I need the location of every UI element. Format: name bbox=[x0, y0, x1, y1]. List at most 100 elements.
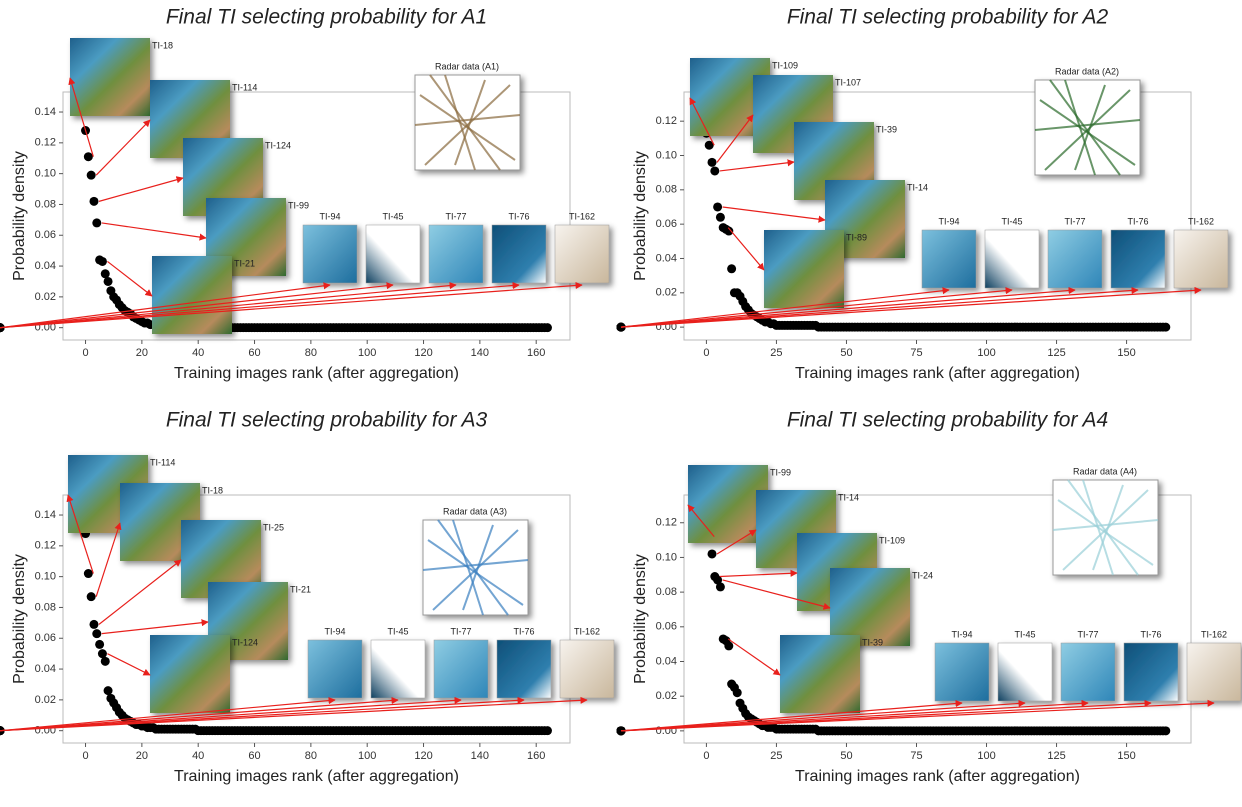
x-tick-label: 40 bbox=[192, 347, 204, 359]
thumbnail bbox=[150, 635, 230, 713]
arrow bbox=[95, 522, 122, 597]
arrow bbox=[101, 222, 207, 241]
thumbnail-label: TI-25 bbox=[263, 522, 284, 532]
point bbox=[103, 276, 113, 286]
thumbnail-label: TI-21 bbox=[290, 584, 311, 594]
thumbnail bbox=[1047, 229, 1103, 289]
y-axis-label: Probability density bbox=[632, 151, 649, 281]
arrow bbox=[0, 696, 399, 732]
chart-title: Final TI selecting probability for A4 bbox=[787, 409, 1108, 432]
arrow bbox=[620, 286, 1202, 328]
y-tick-label: 0.08 bbox=[35, 198, 56, 210]
chart-title: Final TI selecting probability for A3 bbox=[166, 409, 488, 432]
plot-frame bbox=[62, 494, 571, 744]
radar-track bbox=[1067, 479, 1139, 576]
y-tick-label: 0.12 bbox=[656, 517, 677, 529]
x-tick-label: 60 bbox=[248, 347, 260, 359]
plot-frame bbox=[683, 494, 1192, 744]
thumbnail-label: TI-99 bbox=[288, 200, 309, 210]
thumbnail-label: TI-77 bbox=[1077, 629, 1098, 639]
point bbox=[724, 641, 734, 651]
point bbox=[1161, 322, 1171, 332]
y-tick-label: 0.08 bbox=[656, 184, 677, 196]
y-tick-label: 0.04 bbox=[35, 260, 56, 272]
arrow bbox=[0, 281, 583, 329]
x-tick-label: 0 bbox=[82, 750, 88, 762]
thumbnail bbox=[1123, 642, 1179, 702]
y-tick-label: 0.08 bbox=[656, 586, 677, 598]
x-tick-label: 140 bbox=[471, 347, 489, 359]
arrow bbox=[101, 619, 209, 635]
thumbnail-label: TI-76 bbox=[1127, 216, 1148, 226]
radar-track bbox=[1074, 84, 1106, 171]
thumbnail-label: TI-39 bbox=[876, 124, 897, 134]
radar-track bbox=[1064, 79, 1096, 176]
point bbox=[542, 323, 552, 333]
point bbox=[713, 202, 723, 212]
point bbox=[715, 212, 725, 222]
arrow bbox=[0, 696, 462, 732]
arrow bbox=[716, 529, 757, 555]
y-tick-label: 0.02 bbox=[35, 694, 56, 706]
point bbox=[1161, 726, 1171, 736]
thumbnail bbox=[764, 230, 844, 308]
thumbnail-label: TI-77 bbox=[445, 211, 466, 221]
point bbox=[97, 649, 107, 659]
point bbox=[83, 152, 93, 162]
thumbnail-label: TI-45 bbox=[1014, 629, 1035, 639]
x-tick-label: 50 bbox=[840, 347, 852, 359]
x-tick-label: 125 bbox=[1047, 347, 1065, 359]
thumbnail-label: TI-24 bbox=[912, 570, 933, 580]
y-tick-label: 0.06 bbox=[35, 632, 56, 644]
points bbox=[0, 126, 552, 333]
thumbnail bbox=[984, 229, 1040, 289]
chart-title: Final TI selecting probability for A2 bbox=[787, 6, 1109, 29]
arrow bbox=[98, 559, 182, 625]
radar-track bbox=[1034, 119, 1141, 131]
arrow bbox=[620, 286, 1139, 328]
inset-title: Radar data (A1) bbox=[435, 61, 499, 71]
point bbox=[727, 264, 737, 274]
arrow bbox=[722, 206, 826, 223]
thumbnail-label: TI-21 bbox=[234, 258, 255, 268]
radar-track bbox=[1049, 79, 1121, 176]
arrow bbox=[95, 119, 151, 176]
y-tick-label: 0.12 bbox=[35, 540, 56, 552]
thumbnail-label: TI-114 bbox=[232, 82, 257, 92]
thumbnail-label: TI-45 bbox=[387, 626, 408, 636]
thumbnail-label: TI-45 bbox=[1001, 216, 1022, 226]
radar-track bbox=[1082, 479, 1114, 576]
thumbnail-label: TI-124 bbox=[265, 140, 291, 150]
arrow bbox=[0, 282, 394, 329]
point bbox=[83, 569, 93, 579]
x-tick-label: 140 bbox=[471, 750, 489, 762]
points bbox=[616, 526, 1171, 736]
radar-track bbox=[462, 524, 494, 611]
point bbox=[86, 170, 96, 180]
arrow bbox=[107, 260, 153, 297]
y-tick-label: 0.02 bbox=[35, 291, 56, 303]
thumbnail bbox=[365, 224, 421, 284]
x-tick-label: 75 bbox=[910, 750, 922, 762]
point bbox=[713, 575, 723, 585]
thumbnail-label: TI-18 bbox=[202, 485, 223, 495]
arrow bbox=[727, 638, 781, 676]
point bbox=[707, 549, 717, 559]
arrow bbox=[689, 97, 715, 146]
y-tick-label: 0.14 bbox=[35, 509, 56, 521]
y-tick-label: 0.06 bbox=[35, 229, 56, 241]
x-tick-label: 20 bbox=[136, 750, 148, 762]
y-tick-label: 0.02 bbox=[656, 287, 677, 299]
thumbnail bbox=[830, 568, 910, 646]
thumbnail-label: TI-109 bbox=[879, 535, 905, 545]
x-axis-label: Training images rank (after aggregation) bbox=[174, 768, 459, 785]
thumbnail bbox=[433, 639, 489, 699]
radar-track bbox=[444, 74, 476, 171]
x-tick-label: 150 bbox=[1117, 750, 1135, 762]
chart-title: Final TI selecting probability for A1 bbox=[166, 6, 487, 29]
y-axis-label: Probability density bbox=[632, 554, 649, 684]
thumbnail-label: TI-89 bbox=[846, 232, 867, 242]
y-tick-label: 0.08 bbox=[35, 601, 56, 613]
point bbox=[724, 226, 734, 236]
thumbnail-label: TI-162 bbox=[1188, 216, 1214, 226]
